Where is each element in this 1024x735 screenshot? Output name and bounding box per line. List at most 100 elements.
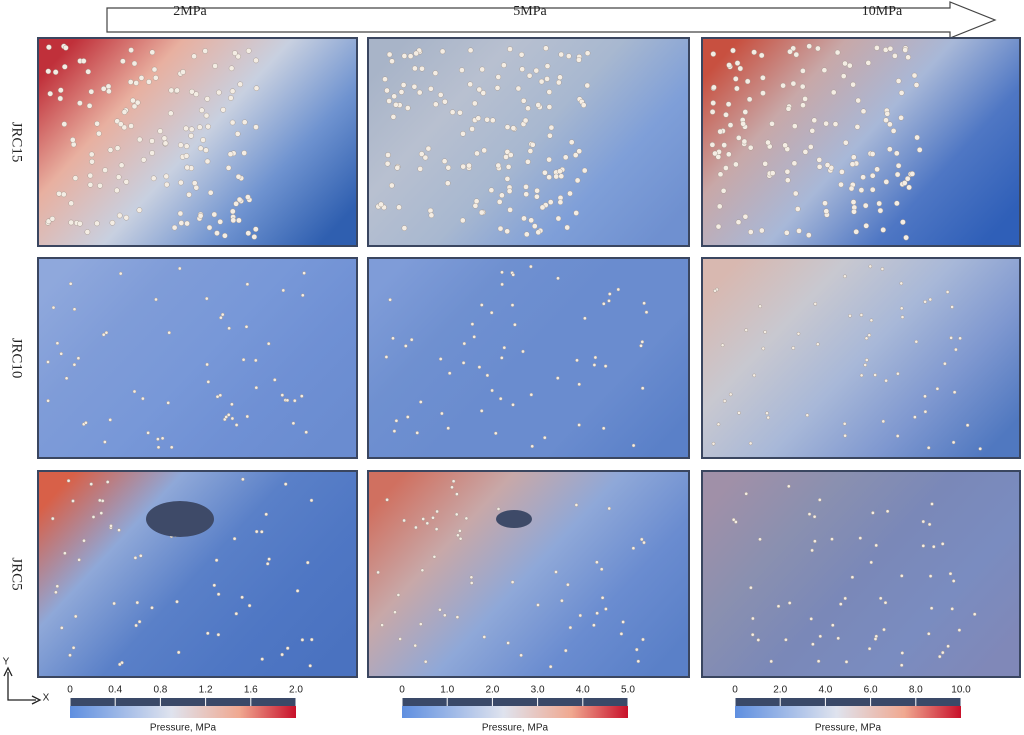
particle <box>850 81 856 88</box>
particle <box>564 648 568 653</box>
particle <box>114 118 120 124</box>
particle <box>892 53 898 59</box>
particle <box>762 160 769 167</box>
particle <box>529 392 534 397</box>
particle <box>71 499 75 503</box>
particle <box>534 187 540 194</box>
particle <box>816 163 823 170</box>
particle <box>844 660 849 664</box>
particle <box>46 360 50 364</box>
particle <box>205 362 209 367</box>
particle <box>401 225 408 231</box>
particle <box>150 175 157 182</box>
particle <box>300 293 305 298</box>
particle <box>220 107 226 113</box>
particle <box>562 154 569 161</box>
particle <box>244 324 249 329</box>
particle <box>441 158 448 164</box>
particle <box>61 191 67 198</box>
particle <box>86 103 93 109</box>
particle <box>281 288 286 293</box>
particle <box>780 82 786 89</box>
particle <box>134 99 141 106</box>
particle <box>782 142 788 149</box>
particle <box>858 187 865 193</box>
particle <box>642 540 646 545</box>
particle <box>204 96 211 102</box>
colorbar-tick-label: 2.0 <box>289 685 303 696</box>
particle-cluster <box>384 264 649 449</box>
particle <box>88 151 95 158</box>
particle <box>403 344 408 348</box>
particle <box>259 530 264 534</box>
particle <box>71 646 76 650</box>
particle <box>118 662 122 667</box>
particle <box>384 355 389 359</box>
particle <box>428 212 435 219</box>
particle <box>914 339 919 344</box>
particle <box>466 162 472 169</box>
particle <box>527 148 534 154</box>
particle <box>121 109 128 115</box>
particle <box>744 491 749 496</box>
particle <box>766 415 771 420</box>
particle <box>839 602 843 606</box>
particle <box>792 123 798 129</box>
particle <box>484 116 490 123</box>
particle <box>900 574 904 578</box>
particle <box>68 200 74 207</box>
particle <box>511 402 515 407</box>
particle <box>55 341 60 346</box>
particle <box>951 579 956 583</box>
particle <box>883 600 888 605</box>
particle <box>149 49 156 56</box>
particle <box>495 162 502 169</box>
particle <box>382 76 388 82</box>
particle <box>640 386 645 391</box>
particle <box>68 281 73 286</box>
particle <box>225 165 232 171</box>
particle <box>818 634 823 639</box>
particle <box>520 98 527 104</box>
particle <box>730 47 736 54</box>
particle <box>899 663 904 668</box>
particle-cluster <box>709 43 923 241</box>
particle <box>498 396 503 401</box>
particle <box>723 165 729 171</box>
particle <box>123 214 130 221</box>
particle <box>526 72 533 79</box>
particle <box>575 358 579 363</box>
particle <box>874 166 880 173</box>
particle <box>66 478 71 483</box>
particle <box>254 529 259 534</box>
particle <box>235 173 242 180</box>
particle <box>867 333 872 338</box>
particle <box>163 173 170 180</box>
particle <box>230 217 237 224</box>
particle <box>386 51 393 58</box>
particle <box>232 50 238 56</box>
particle <box>118 271 123 276</box>
particle <box>887 121 893 128</box>
colorbar-tick-label: 3.0 <box>531 685 545 696</box>
particle <box>901 180 908 186</box>
colorbar-tick-label: 8.0 <box>909 685 923 696</box>
particle <box>860 108 867 115</box>
particle <box>121 124 128 131</box>
particle <box>467 81 474 88</box>
particle <box>178 220 185 226</box>
particle <box>883 117 889 123</box>
particle <box>607 506 612 511</box>
particle <box>217 218 223 225</box>
particle <box>868 264 873 269</box>
particle <box>236 196 243 203</box>
particle <box>898 115 904 121</box>
particle <box>744 328 749 332</box>
particle <box>709 141 716 148</box>
particle <box>488 187 495 193</box>
particle <box>546 89 553 95</box>
particle <box>442 98 448 105</box>
particle <box>560 598 564 603</box>
particle <box>150 606 154 610</box>
particle <box>51 305 56 310</box>
